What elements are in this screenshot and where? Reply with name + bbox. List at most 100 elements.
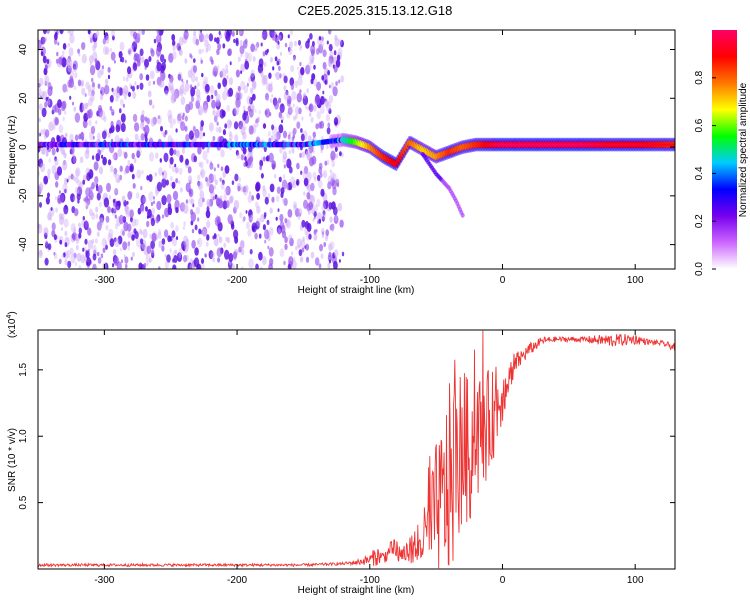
noise-blob: [161, 195, 167, 206]
noise-blob: [88, 30, 91, 35]
noise-blob: [239, 240, 245, 250]
noise-blob: [113, 170, 117, 178]
noise-blob: [215, 37, 220, 44]
noise-blob: [271, 94, 274, 98]
noise-blob: [237, 56, 241, 62]
noise-blob: [60, 194, 65, 203]
noise-blob: [44, 129, 50, 138]
noise-blob: [50, 216, 52, 221]
noise-blob: [225, 68, 229, 74]
noise-blob: [191, 239, 196, 249]
noise-blob: [240, 119, 246, 129]
noise-blob: [239, 45, 245, 55]
noise-blob: [77, 179, 81, 187]
noise-blob: [299, 256, 304, 263]
noise-blob: [54, 158, 59, 166]
noise-blob: [115, 124, 121, 133]
noise-blob: [319, 104, 325, 114]
noise-blob: [299, 46, 302, 51]
noise-blob: [84, 149, 90, 160]
noise-blob: [124, 205, 130, 215]
noise-blob: [84, 93, 87, 97]
noise-blob: [335, 59, 341, 68]
noise-blob: [328, 108, 332, 115]
noise-blob: [183, 221, 186, 226]
noise-blob: [56, 166, 63, 176]
noise-blob: [156, 181, 162, 192]
noise-blob: [92, 244, 97, 254]
noise-blob: [294, 208, 300, 217]
noise-blob: [268, 137, 272, 144]
noise-blob: [217, 198, 223, 209]
noise-blob: [166, 254, 171, 263]
noise-blob: [90, 125, 96, 135]
noise-blob: [216, 65, 220, 71]
noise-blob: [271, 196, 275, 203]
noise-blob: [217, 233, 220, 238]
noise-blob: [340, 39, 344, 48]
noise-blob: [72, 101, 74, 106]
noise-blob: [153, 38, 157, 44]
drift-point: [460, 212, 465, 218]
noise-blob: [100, 68, 104, 76]
noise-blob: [112, 263, 115, 268]
noise-blob: [132, 62, 138, 71]
noise-blob: [112, 35, 115, 41]
noise-blob: [105, 224, 109, 231]
noise-blob: [255, 220, 260, 230]
noise-blob: [127, 245, 131, 251]
noise-blob: [96, 221, 102, 231]
noise-blob: [171, 165, 176, 173]
noise-blob: [298, 39, 301, 46]
noise-blob: [140, 114, 145, 123]
noise-blob: [56, 147, 59, 153]
noise-blob: [335, 153, 338, 159]
noise-blob: [113, 208, 117, 214]
noise-blob: [92, 212, 95, 216]
noise-blob: [213, 167, 216, 172]
noise-blob: [314, 257, 320, 266]
noise-blob: [161, 178, 167, 188]
noise-blob: [286, 99, 291, 107]
noise-blob: [69, 33, 75, 44]
noise-blob: [335, 81, 338, 86]
noise-blob: [38, 117, 41, 123]
noise-blob: [323, 199, 329, 210]
noise-blob: [108, 228, 114, 238]
noise-blob: [134, 81, 137, 86]
noise-blob: [305, 150, 309, 156]
noise-blob: [332, 173, 337, 182]
noise-blob: [106, 182, 111, 193]
noise-blob: [105, 215, 110, 223]
noise-blob: [260, 42, 263, 47]
noise-blob: [268, 72, 272, 79]
noise-blob: [97, 69, 102, 79]
noise-blob: [92, 263, 97, 269]
noise-blob: [136, 146, 142, 157]
noise-blob: [51, 137, 55, 144]
noise-blob: [321, 202, 327, 212]
noise-blob: [261, 156, 264, 162]
noise-blob: [248, 108, 254, 118]
noise-blob: [53, 251, 56, 256]
noise-blob: [51, 165, 57, 175]
noise-blob: [169, 121, 174, 129]
noise-blob: [109, 165, 114, 173]
noise-blob: [193, 155, 198, 163]
noise-blob: [290, 176, 296, 187]
noise-blob: [217, 163, 220, 168]
noise-blob: [61, 253, 65, 259]
noise-blob: [120, 113, 126, 123]
noise-blob: [299, 89, 302, 94]
noise-blob: [47, 243, 52, 251]
noise-blob: [104, 240, 108, 245]
noise-blob: [205, 33, 209, 39]
noise-blob: [282, 198, 285, 203]
noise-blob: [70, 193, 75, 203]
noise-blob: [333, 64, 338, 73]
noise-blob: [317, 179, 323, 189]
noise-blob: [217, 257, 221, 263]
noise-blob: [155, 216, 160, 224]
noise-blob: [171, 91, 177, 102]
noise-blob: [228, 87, 234, 97]
